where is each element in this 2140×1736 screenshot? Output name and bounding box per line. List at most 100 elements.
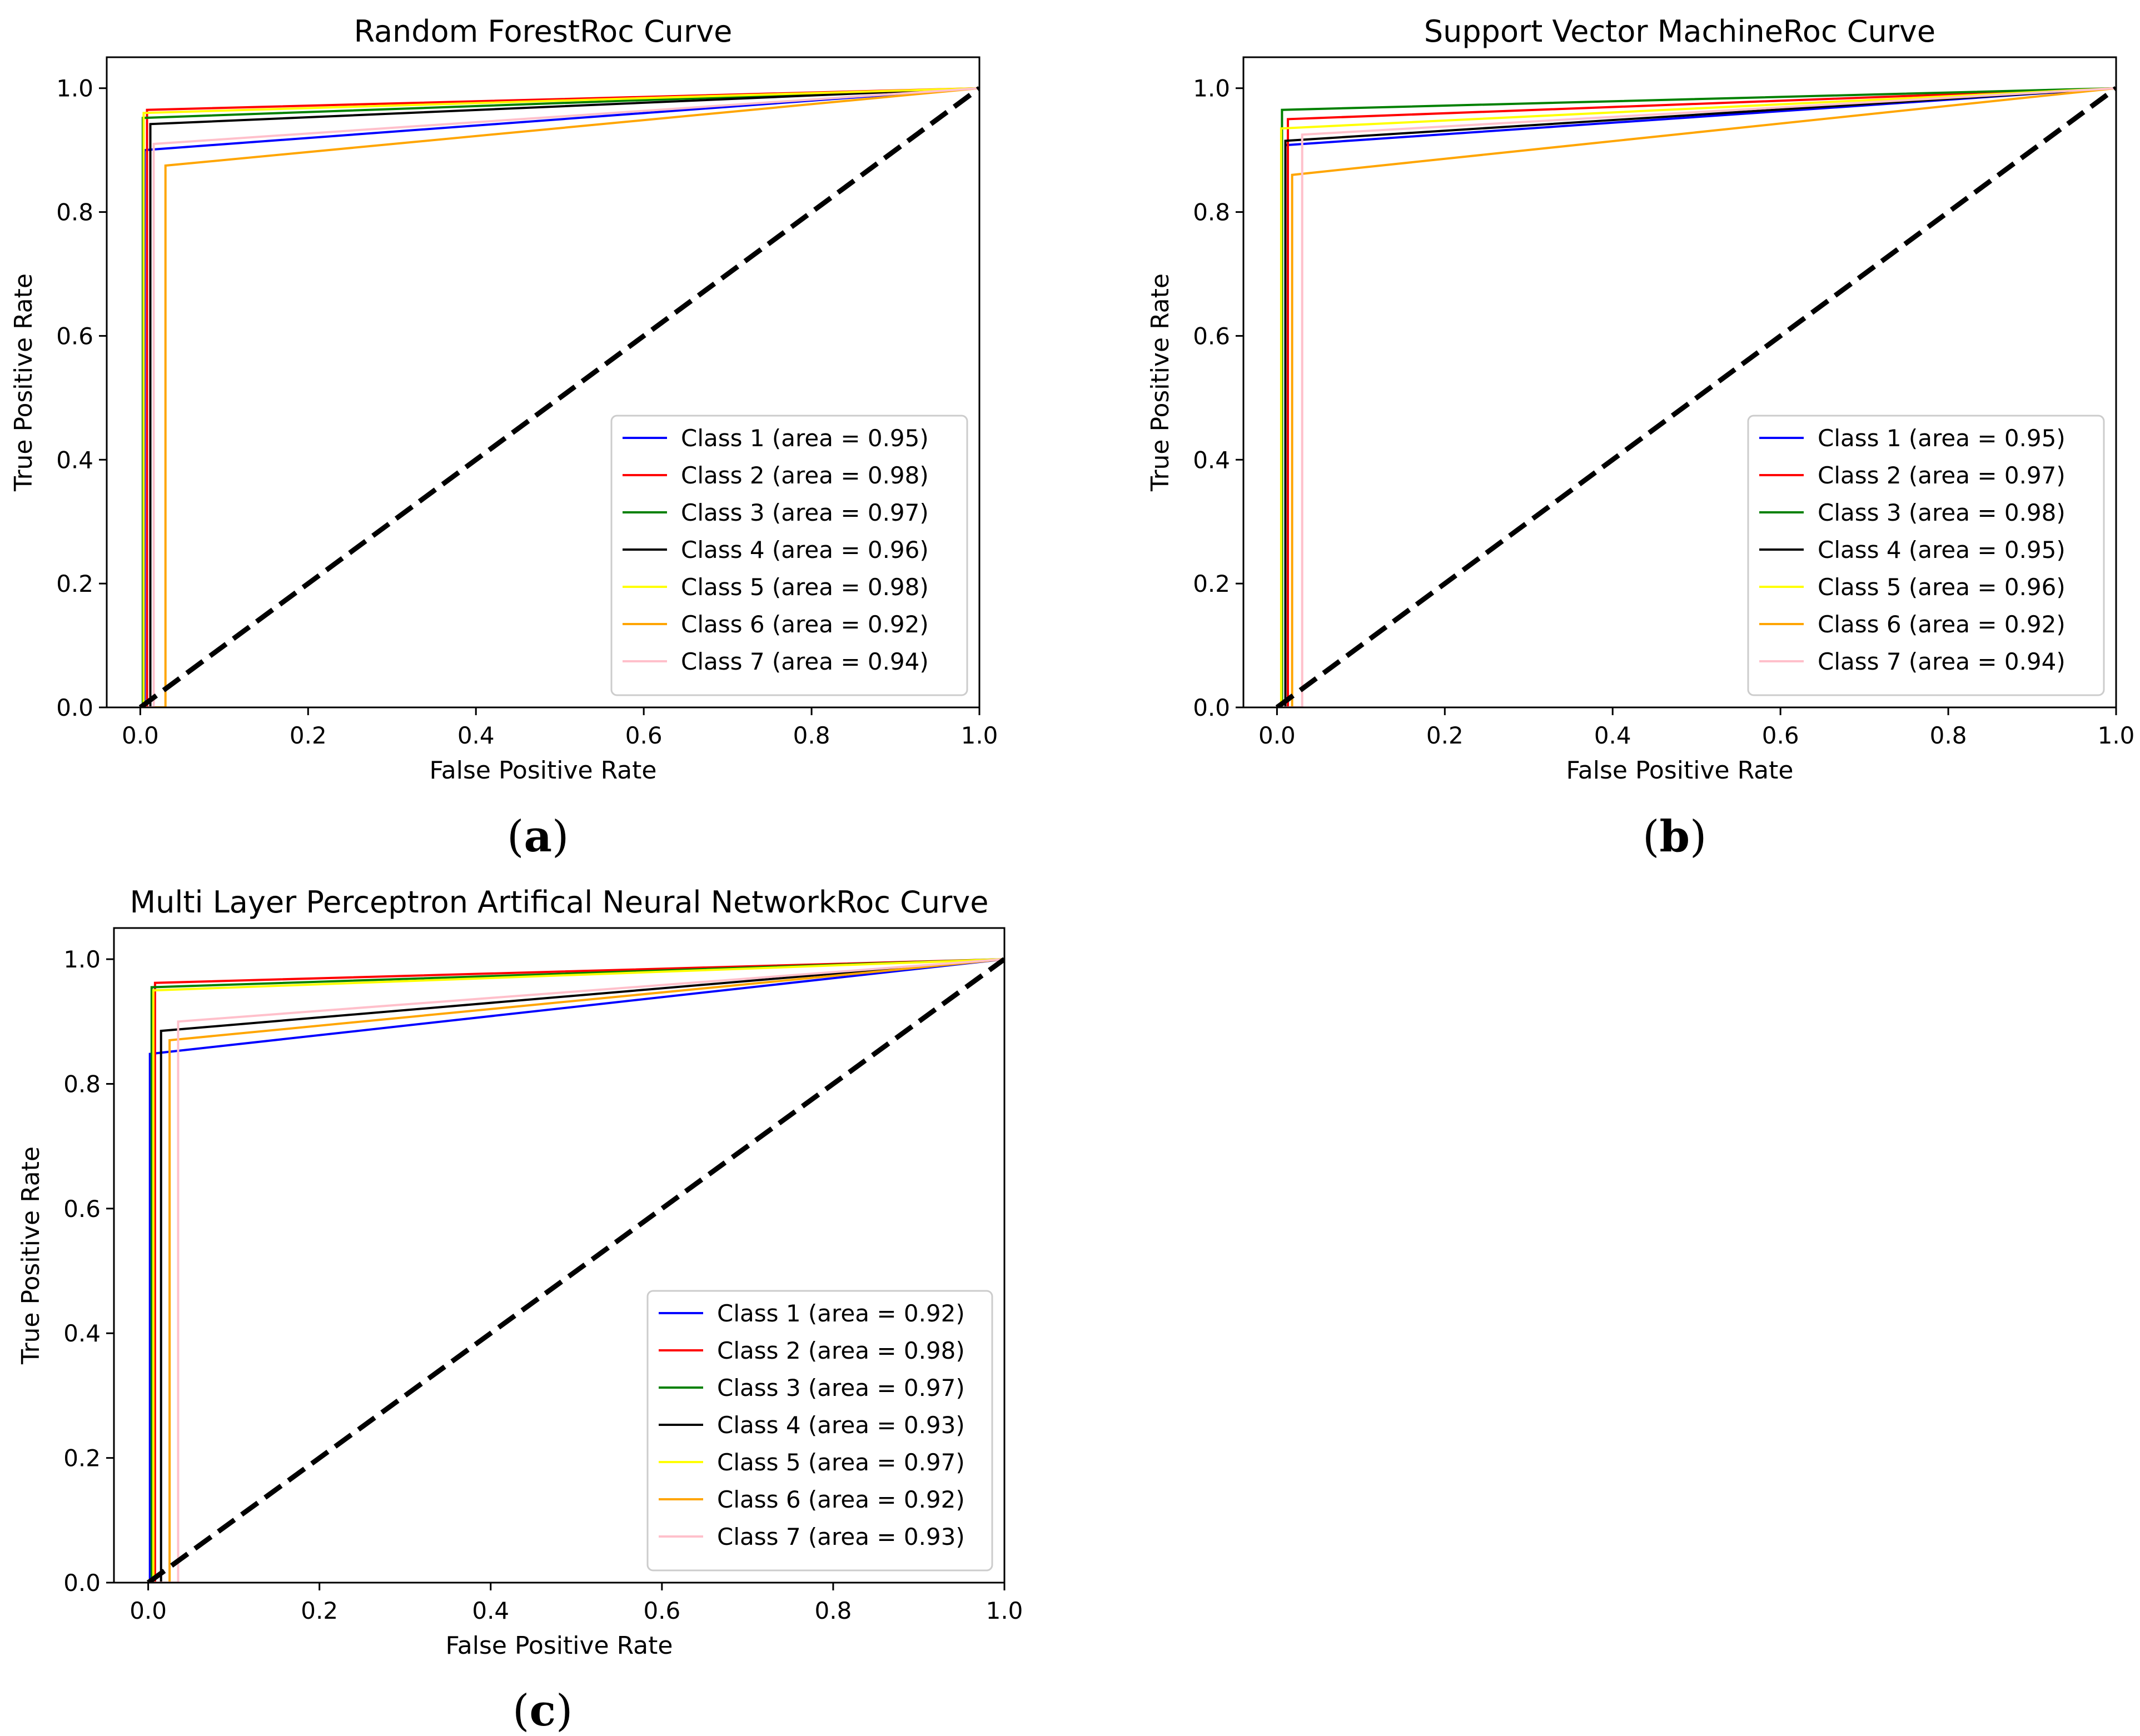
chance-diagonal-line [138,86,979,707]
y-tick-label: 0.4 [63,1320,101,1347]
x-tick-label: 0.2 [301,1597,338,1624]
roc-line-class-5 [1277,87,2116,707]
x-tick-label: 0.6 [625,722,663,749]
legend-label-class-3: Class 3 (area = 0.97) [681,499,929,526]
x-tick-label: 0.4 [472,1597,509,1624]
legend-label-class-1: Class 1 (area = 0.95) [681,425,929,452]
x-tick-label: 1.0 [986,1597,1023,1624]
legend: Class 1 (area = 0.92) Class 2 (area = 0.9… [646,1290,993,1572]
chart-title: Support Vector MachineRoc Curve [1424,14,1935,49]
roc-line-class-5 [140,87,979,707]
x-tick-label: 0.4 [1594,722,1631,749]
legend-label-class-6: Class 6 (area = 0.92) [1818,611,2066,638]
roc-line-class-7 [148,958,1004,1583]
legend-label-class-1: Class 1 (area = 0.92) [717,1300,965,1327]
legend-label-class-5: Class 5 (area = 0.97) [717,1449,965,1476]
y-tick-label: 0.2 [1193,570,1230,597]
x-tick-label: 0.8 [793,722,830,749]
roc-line-class-5 [148,958,1004,1583]
x-axis-label: False Positive Rate [430,756,657,785]
y-axis-label: True Positive Rate [17,1146,45,1365]
chance-diagonal-line [1275,86,2116,707]
legend-label-class-7: Class 7 (area = 0.93) [717,1523,965,1550]
legend-label-class-2: Class 2 (area = 0.97) [1818,462,2066,489]
legend-label-class-1: Class 1 (area = 0.95) [1818,425,2066,452]
x-tick-label: 0.0 [1258,722,1296,749]
legend-label-class-2: Class 2 (area = 0.98) [717,1337,965,1364]
legend: Class 1 (area = 0.95) Class 2 (area = 0.9… [610,415,968,696]
y-tick-label: 0.8 [63,1070,101,1098]
roc-line-class-6 [140,87,979,707]
y-tick-label: 0.8 [1193,199,1230,226]
legend-label-class-3: Class 3 (area = 0.97) [717,1374,965,1401]
roc-line-class-4 [148,958,1004,1583]
y-tick-label: 0.0 [1193,694,1230,721]
legend-box [646,1290,993,1572]
roc-line-class-4 [140,87,979,707]
plot-area [138,86,979,707]
axes-frame [1242,56,2117,709]
roc-line-class-6 [148,958,1004,1583]
panel-label-c: (c) [512,1685,573,1736]
legend-label-class-7: Class 7 (area = 0.94) [681,648,929,675]
chart-panel-a: Random ForestRoc Curve 0.0 0.2 0.4 0.6 0.8 1.0… [9,14,998,785]
y-axis-label: True Positive Rate [9,273,38,492]
legend-box [610,415,968,696]
panel-label-b: (b) [1643,811,1707,862]
roc-line-class-7 [1277,87,2116,707]
x-tick-label: 0.2 [1426,722,1464,749]
x-tick-label: 0.8 [815,1597,852,1624]
roc-line-class-2 [140,87,979,707]
y-tick-label: 0.6 [1193,322,1230,350]
roc-line-class-7 [140,87,979,707]
roc-line-class-1 [148,958,1004,1583]
chance-diagonal-line [146,957,1004,1583]
x-axis-label: False Positive Rate [1566,756,1794,785]
y-tick-label: 0.2 [63,1445,101,1472]
y-tick-label: 0.0 [56,694,93,721]
legend-label-class-5: Class 5 (area = 0.96) [1818,573,2066,601]
legend-label-class-4: Class 4 (area = 0.95) [1818,536,2066,563]
legend-label-class-6: Class 6 (area = 0.92) [717,1486,965,1513]
plot-area [146,957,1004,1583]
roc-line-class-4 [1277,87,2116,707]
x-tick-label: 0.4 [457,722,495,749]
legend-box [1747,415,2105,696]
y-tick-label: 0.4 [1193,446,1230,473]
x-tick-label: 0.0 [130,1597,167,1624]
legend-label-class-3: Class 3 (area = 0.98) [1818,499,2066,526]
chart-title: Random ForestRoc Curve [354,14,733,49]
y-tick-label: 1.0 [56,75,93,102]
y-tick-label: 0.6 [56,322,93,350]
x-tick-label: 0.2 [290,722,327,749]
chart-panel-c: Multi Layer Perceptron Artifical Neural … [17,885,1023,1660]
x-tick-label: 0.6 [1762,722,1799,749]
y-axis-label: True Positive Rate [1146,273,1174,492]
legend-label-class-4: Class 4 (area = 0.96) [681,536,929,563]
roc-line-class-2 [148,958,1004,1583]
x-axis-label: False Positive Rate [446,1632,673,1660]
chart-panel-b: Support Vector MachineRoc Curve 0.0 0.2 0.4… [1146,14,2134,785]
x-tick-label: 1.0 [961,722,998,749]
roc-line-class-6 [1277,87,2116,707]
y-tick-label: 1.0 [1193,75,1230,102]
x-tick-label: 0.8 [1930,722,1967,749]
axes-frame [113,927,1006,1584]
x-tick-label: 0.6 [643,1597,680,1624]
y-tick-label: 1.0 [63,946,101,973]
legend-label-class-6: Class 6 (area = 0.92) [681,611,929,638]
chart-title: Multi Layer Perceptron Artifical Neural … [130,885,989,920]
legend-label-class-7: Class 7 (area = 0.94) [1818,648,2066,675]
axes-frame [106,56,981,709]
x-tick-label: 0.0 [122,722,159,749]
y-tick-label: 0.6 [63,1195,101,1223]
legend-label-class-5: Class 5 (area = 0.98) [681,573,929,601]
panel-label-a: (a) [507,811,569,862]
y-tick-label: 0.4 [56,446,93,473]
legend-label-class-2: Class 2 (area = 0.98) [681,462,929,489]
plot-area [1275,86,2116,707]
legend: Class 1 (area = 0.95) Class 2 (area = 0.9… [1747,415,2105,696]
y-tick-label: 0.2 [56,570,93,597]
y-tick-label: 0.0 [63,1569,101,1597]
